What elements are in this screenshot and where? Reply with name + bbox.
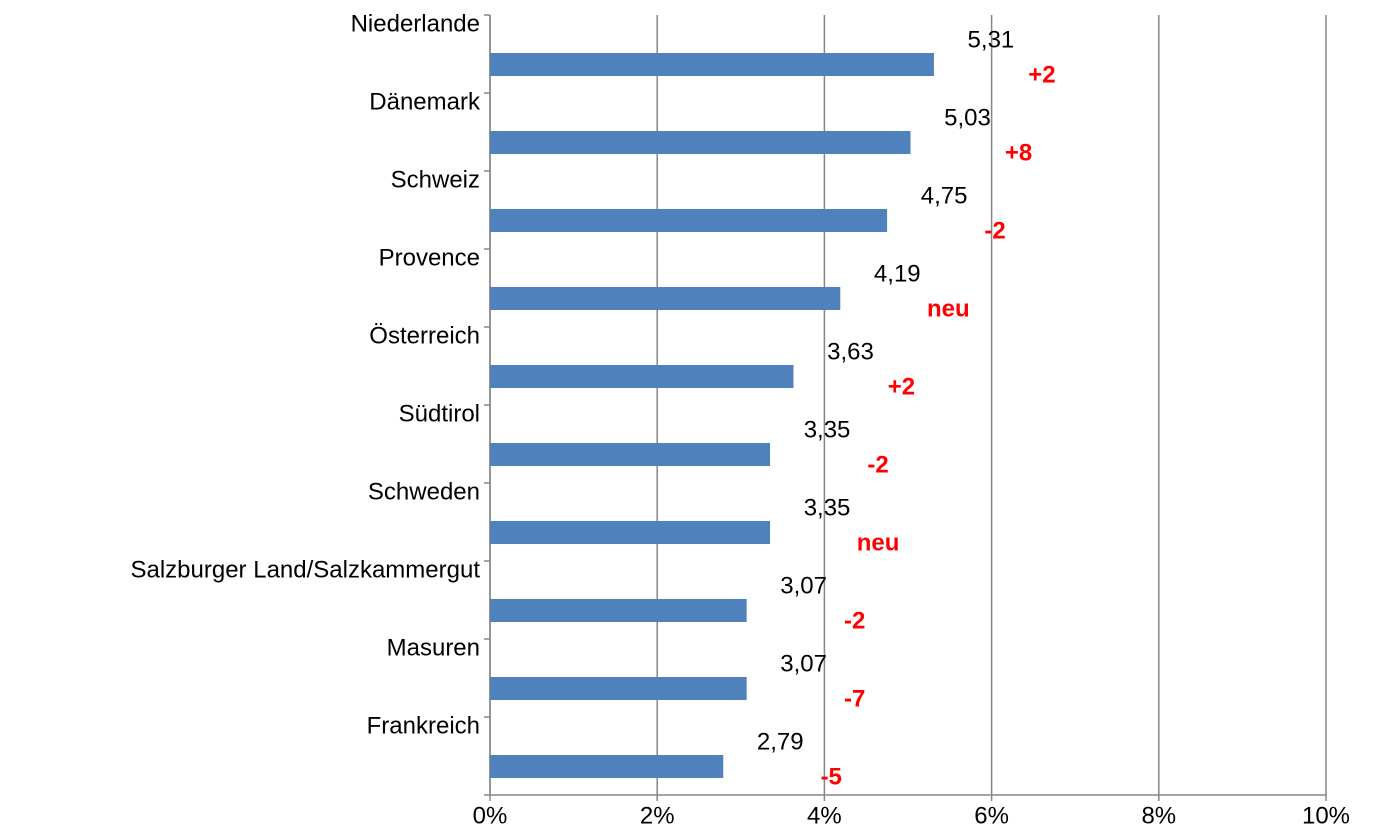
y-tick-label: Provence bbox=[379, 244, 480, 271]
y-tick-label: Masuren bbox=[387, 634, 480, 661]
value-label: 3,07 bbox=[780, 650, 827, 677]
bar bbox=[490, 287, 841, 310]
value-label: 5,31 bbox=[968, 26, 1015, 53]
x-tick-label: 10% bbox=[1302, 802, 1350, 829]
change-label: -2 bbox=[867, 451, 888, 478]
bar bbox=[490, 443, 771, 466]
x-tick-label: 6% bbox=[974, 802, 1009, 829]
x-tick-label: 8% bbox=[1141, 802, 1176, 829]
change-label: -2 bbox=[844, 607, 865, 634]
y-tick-label: Frankreich bbox=[367, 712, 480, 739]
y-tick-label: Schweiz bbox=[391, 166, 480, 193]
bar bbox=[490, 599, 747, 622]
value-label: 3,07 bbox=[780, 572, 827, 599]
value-label: 5,03 bbox=[944, 104, 991, 131]
bar bbox=[490, 755, 724, 778]
x-tick-label: 4% bbox=[807, 802, 842, 829]
y-tick-label: Südtirol bbox=[399, 400, 480, 427]
x-tick-label: 2% bbox=[640, 802, 675, 829]
value-label: 4,75 bbox=[921, 182, 968, 209]
change-label: -5 bbox=[821, 763, 842, 790]
change-label: neu bbox=[927, 295, 970, 322]
bar bbox=[490, 209, 888, 232]
bar bbox=[490, 53, 934, 76]
change-label: -7 bbox=[844, 685, 865, 712]
change-label: +8 bbox=[1005, 139, 1032, 166]
x-tick-label: 0% bbox=[473, 802, 508, 829]
bar bbox=[490, 365, 794, 388]
y-tick-label: Dänemark bbox=[369, 88, 481, 115]
bar bbox=[490, 677, 747, 700]
y-tick-label: Österreich bbox=[369, 322, 480, 349]
bar bbox=[490, 521, 771, 544]
value-label: 3,35 bbox=[804, 416, 851, 443]
change-label: neu bbox=[857, 529, 900, 556]
y-tick-label: Schweden bbox=[368, 478, 480, 505]
value-label: 3,35 bbox=[804, 494, 851, 521]
change-label: -2 bbox=[984, 217, 1005, 244]
y-tick-label: Salzburger Land/Salzkammergut bbox=[130, 556, 480, 583]
value-label: 4,19 bbox=[874, 260, 921, 287]
value-label: 2,79 bbox=[757, 728, 804, 755]
change-label: +2 bbox=[1028, 61, 1055, 88]
value-label: 3,63 bbox=[827, 338, 874, 365]
y-tick-label: Niederlande bbox=[351, 10, 480, 37]
bar bbox=[490, 131, 911, 154]
change-label: +2 bbox=[888, 373, 915, 400]
